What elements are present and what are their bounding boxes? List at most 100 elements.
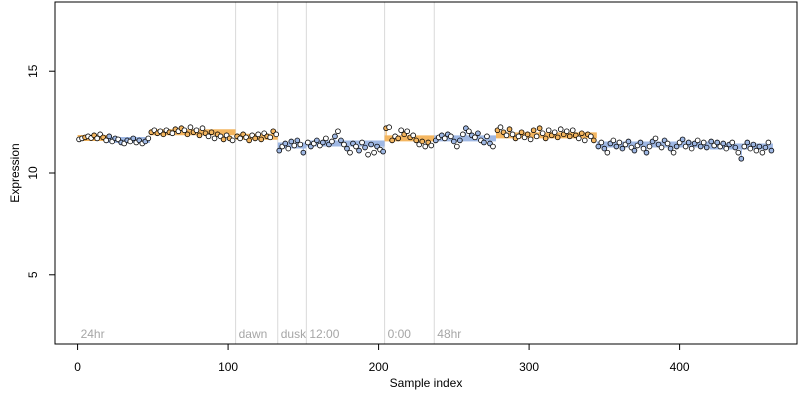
data-point — [130, 135, 137, 142]
data-point — [199, 125, 206, 132]
data-point — [285, 145, 292, 152]
data-point — [673, 143, 680, 150]
x-tick-label: 200 — [369, 360, 389, 374]
region-label: dawn — [239, 327, 268, 341]
data-point — [703, 144, 710, 151]
data-point — [211, 135, 218, 142]
data-point — [714, 139, 721, 146]
data-point — [255, 131, 261, 138]
x-tick-label: 100 — [218, 360, 238, 374]
data-point — [578, 130, 585, 137]
region-label: 24hr — [81, 327, 105, 341]
data-point — [466, 128, 472, 135]
data-point — [460, 131, 466, 138]
data-point — [646, 143, 653, 150]
data-point — [536, 125, 543, 132]
data-point — [484, 133, 490, 140]
data-point — [527, 136, 534, 143]
data-point — [448, 133, 454, 140]
data-point — [267, 134, 274, 141]
data-point — [181, 127, 188, 134]
data-point — [682, 143, 689, 150]
x-axis-title: Sample index — [390, 376, 463, 390]
data-point — [193, 127, 200, 134]
data-point — [762, 144, 769, 151]
y-tick-label: 10 — [26, 166, 40, 180]
data-point — [723, 145, 730, 152]
data-point — [588, 133, 594, 140]
data-point — [106, 133, 112, 140]
data-point — [735, 149, 742, 156]
data-point — [756, 143, 763, 150]
x-tick-label: 400 — [670, 360, 690, 374]
data-point — [145, 135, 152, 142]
data-point — [506, 126, 513, 133]
data-point — [169, 130, 176, 137]
y-axis: 5 10 15 — [26, 64, 56, 278]
data-point — [575, 135, 582, 142]
data-point — [619, 145, 626, 152]
data-point — [652, 135, 659, 142]
data-point — [291, 142, 298, 149]
data-point — [539, 130, 546, 137]
data-point — [625, 138, 632, 145]
data-point — [94, 135, 100, 142]
region-label: 48hr — [437, 327, 461, 341]
data-point — [658, 144, 665, 151]
data-point — [595, 143, 602, 150]
data-point — [729, 139, 736, 146]
data-point — [410, 132, 417, 139]
data-point — [524, 131, 531, 138]
data-point — [220, 136, 227, 143]
data-point — [454, 143, 460, 150]
data-point — [643, 149, 650, 156]
data-point — [300, 149, 307, 156]
data-point — [329, 138, 335, 145]
data-point — [389, 137, 395, 144]
data-point — [664, 140, 671, 147]
data-point — [353, 143, 359, 150]
data-point — [359, 139, 365, 146]
data-point — [708, 138, 715, 145]
data-point — [413, 137, 420, 144]
y-axis-title: Expression — [8, 143, 22, 202]
y-tick-label: 5 — [26, 271, 40, 278]
x-tick-label: 0 — [74, 360, 81, 374]
data-point — [551, 129, 558, 136]
data-point — [610, 137, 617, 144]
data-point — [196, 132, 203, 139]
data-point — [380, 148, 386, 155]
data-point — [640, 145, 647, 152]
data-point — [305, 139, 311, 146]
data-point — [187, 124, 194, 130]
data-point — [490, 143, 496, 150]
data-point — [530, 127, 537, 134]
data-point — [591, 137, 597, 144]
data-point — [338, 137, 344, 144]
x-tick-label: 300 — [519, 360, 539, 374]
data-point — [545, 127, 552, 134]
data-point — [601, 145, 608, 152]
data-point — [750, 141, 757, 148]
data-point — [208, 129, 215, 136]
data-point — [398, 127, 404, 134]
data-point — [442, 135, 448, 142]
data-point — [554, 134, 561, 141]
data-point — [184, 131, 191, 138]
data-point — [768, 147, 775, 154]
data-point — [362, 144, 368, 151]
data-point — [497, 124, 504, 130]
data-point — [518, 129, 525, 136]
data-point — [581, 137, 588, 144]
data-point — [616, 139, 623, 146]
data-point — [747, 145, 754, 152]
data-point — [566, 133, 573, 140]
data-point — [667, 145, 674, 152]
data-point — [341, 141, 347, 148]
data-point — [744, 139, 751, 146]
data-point — [356, 147, 362, 154]
plot-frame — [54, 1, 798, 345]
data-point — [368, 141, 374, 148]
data-point — [515, 133, 522, 140]
data-point — [365, 151, 371, 158]
